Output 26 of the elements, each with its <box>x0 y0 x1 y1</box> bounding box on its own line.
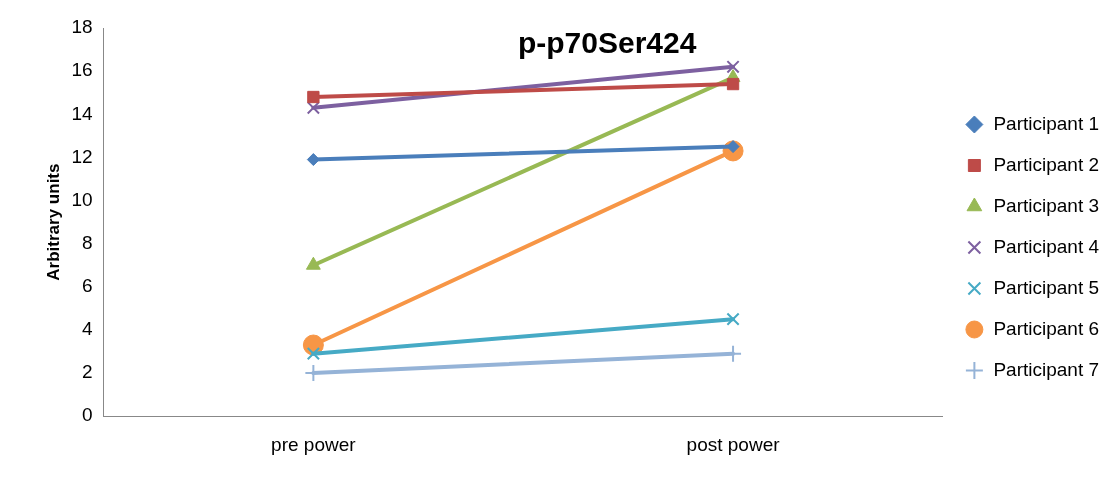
y-tick-label: 12 <box>71 145 93 167</box>
point <box>306 153 320 167</box>
y-axis-title: Arbitrary units <box>43 163 63 281</box>
legend-label: Participant 4 <box>993 235 1100 257</box>
point <box>306 347 321 361</box>
legend-label: Participant 1 <box>993 112 1100 134</box>
legend-label: Participant 2 <box>993 153 1100 175</box>
y-tick-label: 8 <box>81 231 93 253</box>
y-tick-label: 14 <box>71 102 93 124</box>
y-tick-label: 4 <box>81 318 93 340</box>
legend-label: Participant 5 <box>993 276 1100 298</box>
y-tick-label: 6 <box>81 275 93 297</box>
legend-label: Participant 6 <box>993 317 1100 339</box>
legend-label: Participant 3 <box>993 194 1100 216</box>
legend-label: Participant 7 <box>993 358 1100 380</box>
y-tick-label: 16 <box>71 59 93 81</box>
x-tick-label: post power <box>686 433 781 455</box>
y-tick-label: 18 <box>71 16 93 38</box>
x-tick-label: pre power <box>271 433 357 455</box>
y-tick-label: 10 <box>71 188 93 210</box>
chart-title: p-p70Ser424 <box>517 26 697 60</box>
point <box>306 101 321 115</box>
y-tick-label: 2 <box>81 361 93 383</box>
y-tick-label: 0 <box>81 404 93 426</box>
point <box>726 312 740 326</box>
point <box>307 90 320 104</box>
